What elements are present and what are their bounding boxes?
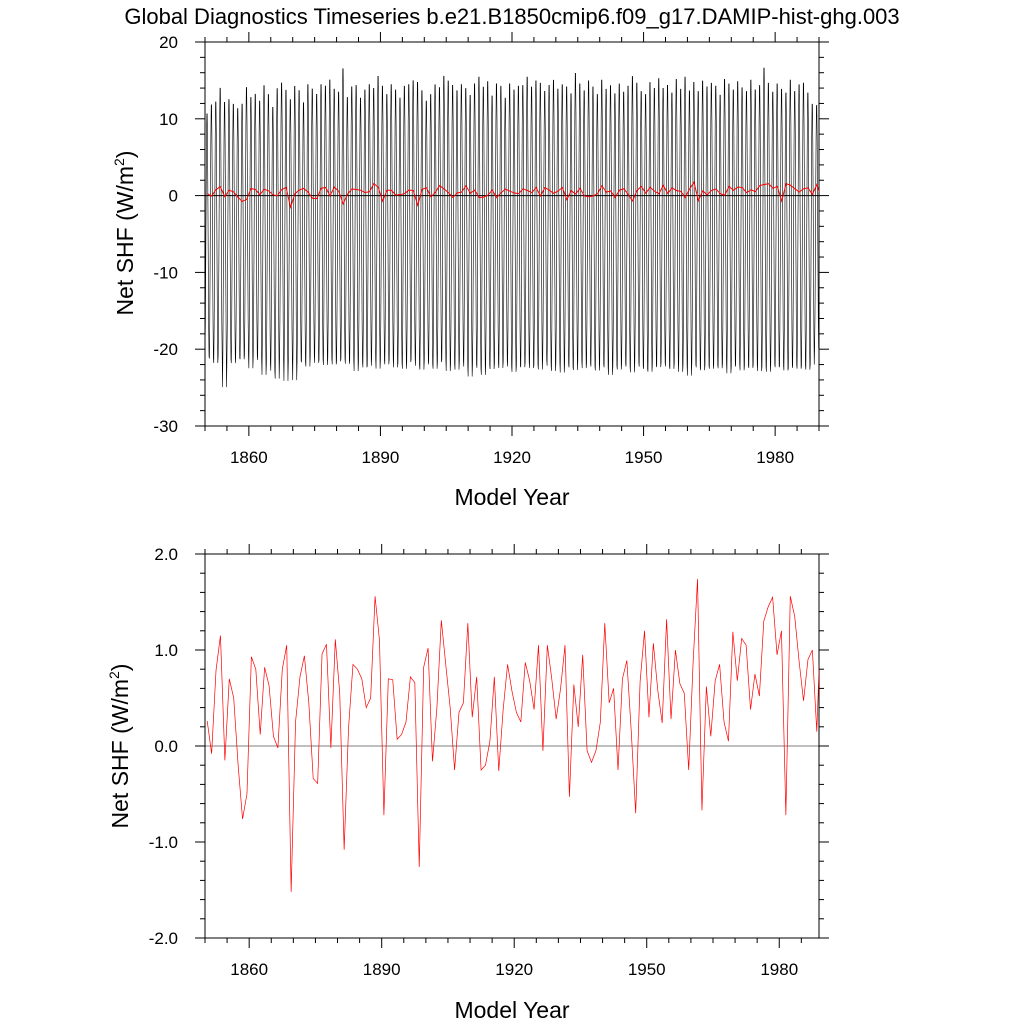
bottom-y-tick-label: 2.0 <box>154 545 178 564</box>
top-y-tick-label: -20 <box>153 340 178 359</box>
bottom-y-tick-label: 0.0 <box>154 737 178 756</box>
bottom-y-axis-label-exponent: 2 <box>106 671 122 679</box>
top-y-axis-label-text: Net SHF (W/m <box>112 166 138 316</box>
top-x-tick-label: 1860 <box>230 448 268 467</box>
top-x-tick-label: 1980 <box>756 448 794 467</box>
top-x-tick-label: 1950 <box>625 448 663 467</box>
top-annual-series-line <box>206 180 819 210</box>
bottom-x-tick-label: 1950 <box>628 960 666 979</box>
bottom-x-axis-label: Model Year <box>454 997 569 1023</box>
top-y-tick-label: -10 <box>153 263 178 282</box>
top-x-tick-label: 1920 <box>493 448 531 467</box>
top-y-axis-label-close: ) <box>112 151 138 159</box>
bottom-annual-series-line <box>206 578 819 892</box>
top-y-tick-label: 20 <box>159 33 178 52</box>
bottom-panel: Net SHF (W/m2) Model Year 1860 1890 1920 19… <box>106 544 829 1023</box>
bottom-x-tick-label: 1890 <box>363 960 401 979</box>
top-panel: Net SHF (W/m2) Model Year 1860 1890 1920 19… <box>111 32 829 510</box>
top-y-tick-label: 10 <box>159 110 178 129</box>
bottom-y-axis-label-close: ) <box>107 664 133 672</box>
top-y-axis-label-exponent: 2 <box>111 158 127 166</box>
top-x-axis-label: Model Year <box>454 484 569 510</box>
bottom-x-tick-label: 1920 <box>495 960 533 979</box>
bottom-y-tick-label: -1.0 <box>149 833 178 852</box>
top-y-tick-label: -30 <box>153 417 178 436</box>
bottom-x-tick-label: 1980 <box>760 960 798 979</box>
bottom-y-tick-label: 1.0 <box>154 641 178 660</box>
bottom-x-tick-label: 1860 <box>230 960 268 979</box>
top-y-tick-label: 0 <box>169 187 178 206</box>
figure-title: Global Diagnostics Timeseries b.e21.B185… <box>124 4 899 29</box>
bottom-y-tick-label: -2.0 <box>149 929 178 948</box>
bottom-y-axis-label: Net SHF (W/m2) <box>106 664 133 829</box>
top-y-axis-label: Net SHF (W/m2) <box>111 151 138 316</box>
top-x-tick-label: 1890 <box>362 448 400 467</box>
bottom-y-axis-label-text: Net SHF (W/m <box>107 679 133 829</box>
top-monthly-series-line <box>205 67 819 388</box>
